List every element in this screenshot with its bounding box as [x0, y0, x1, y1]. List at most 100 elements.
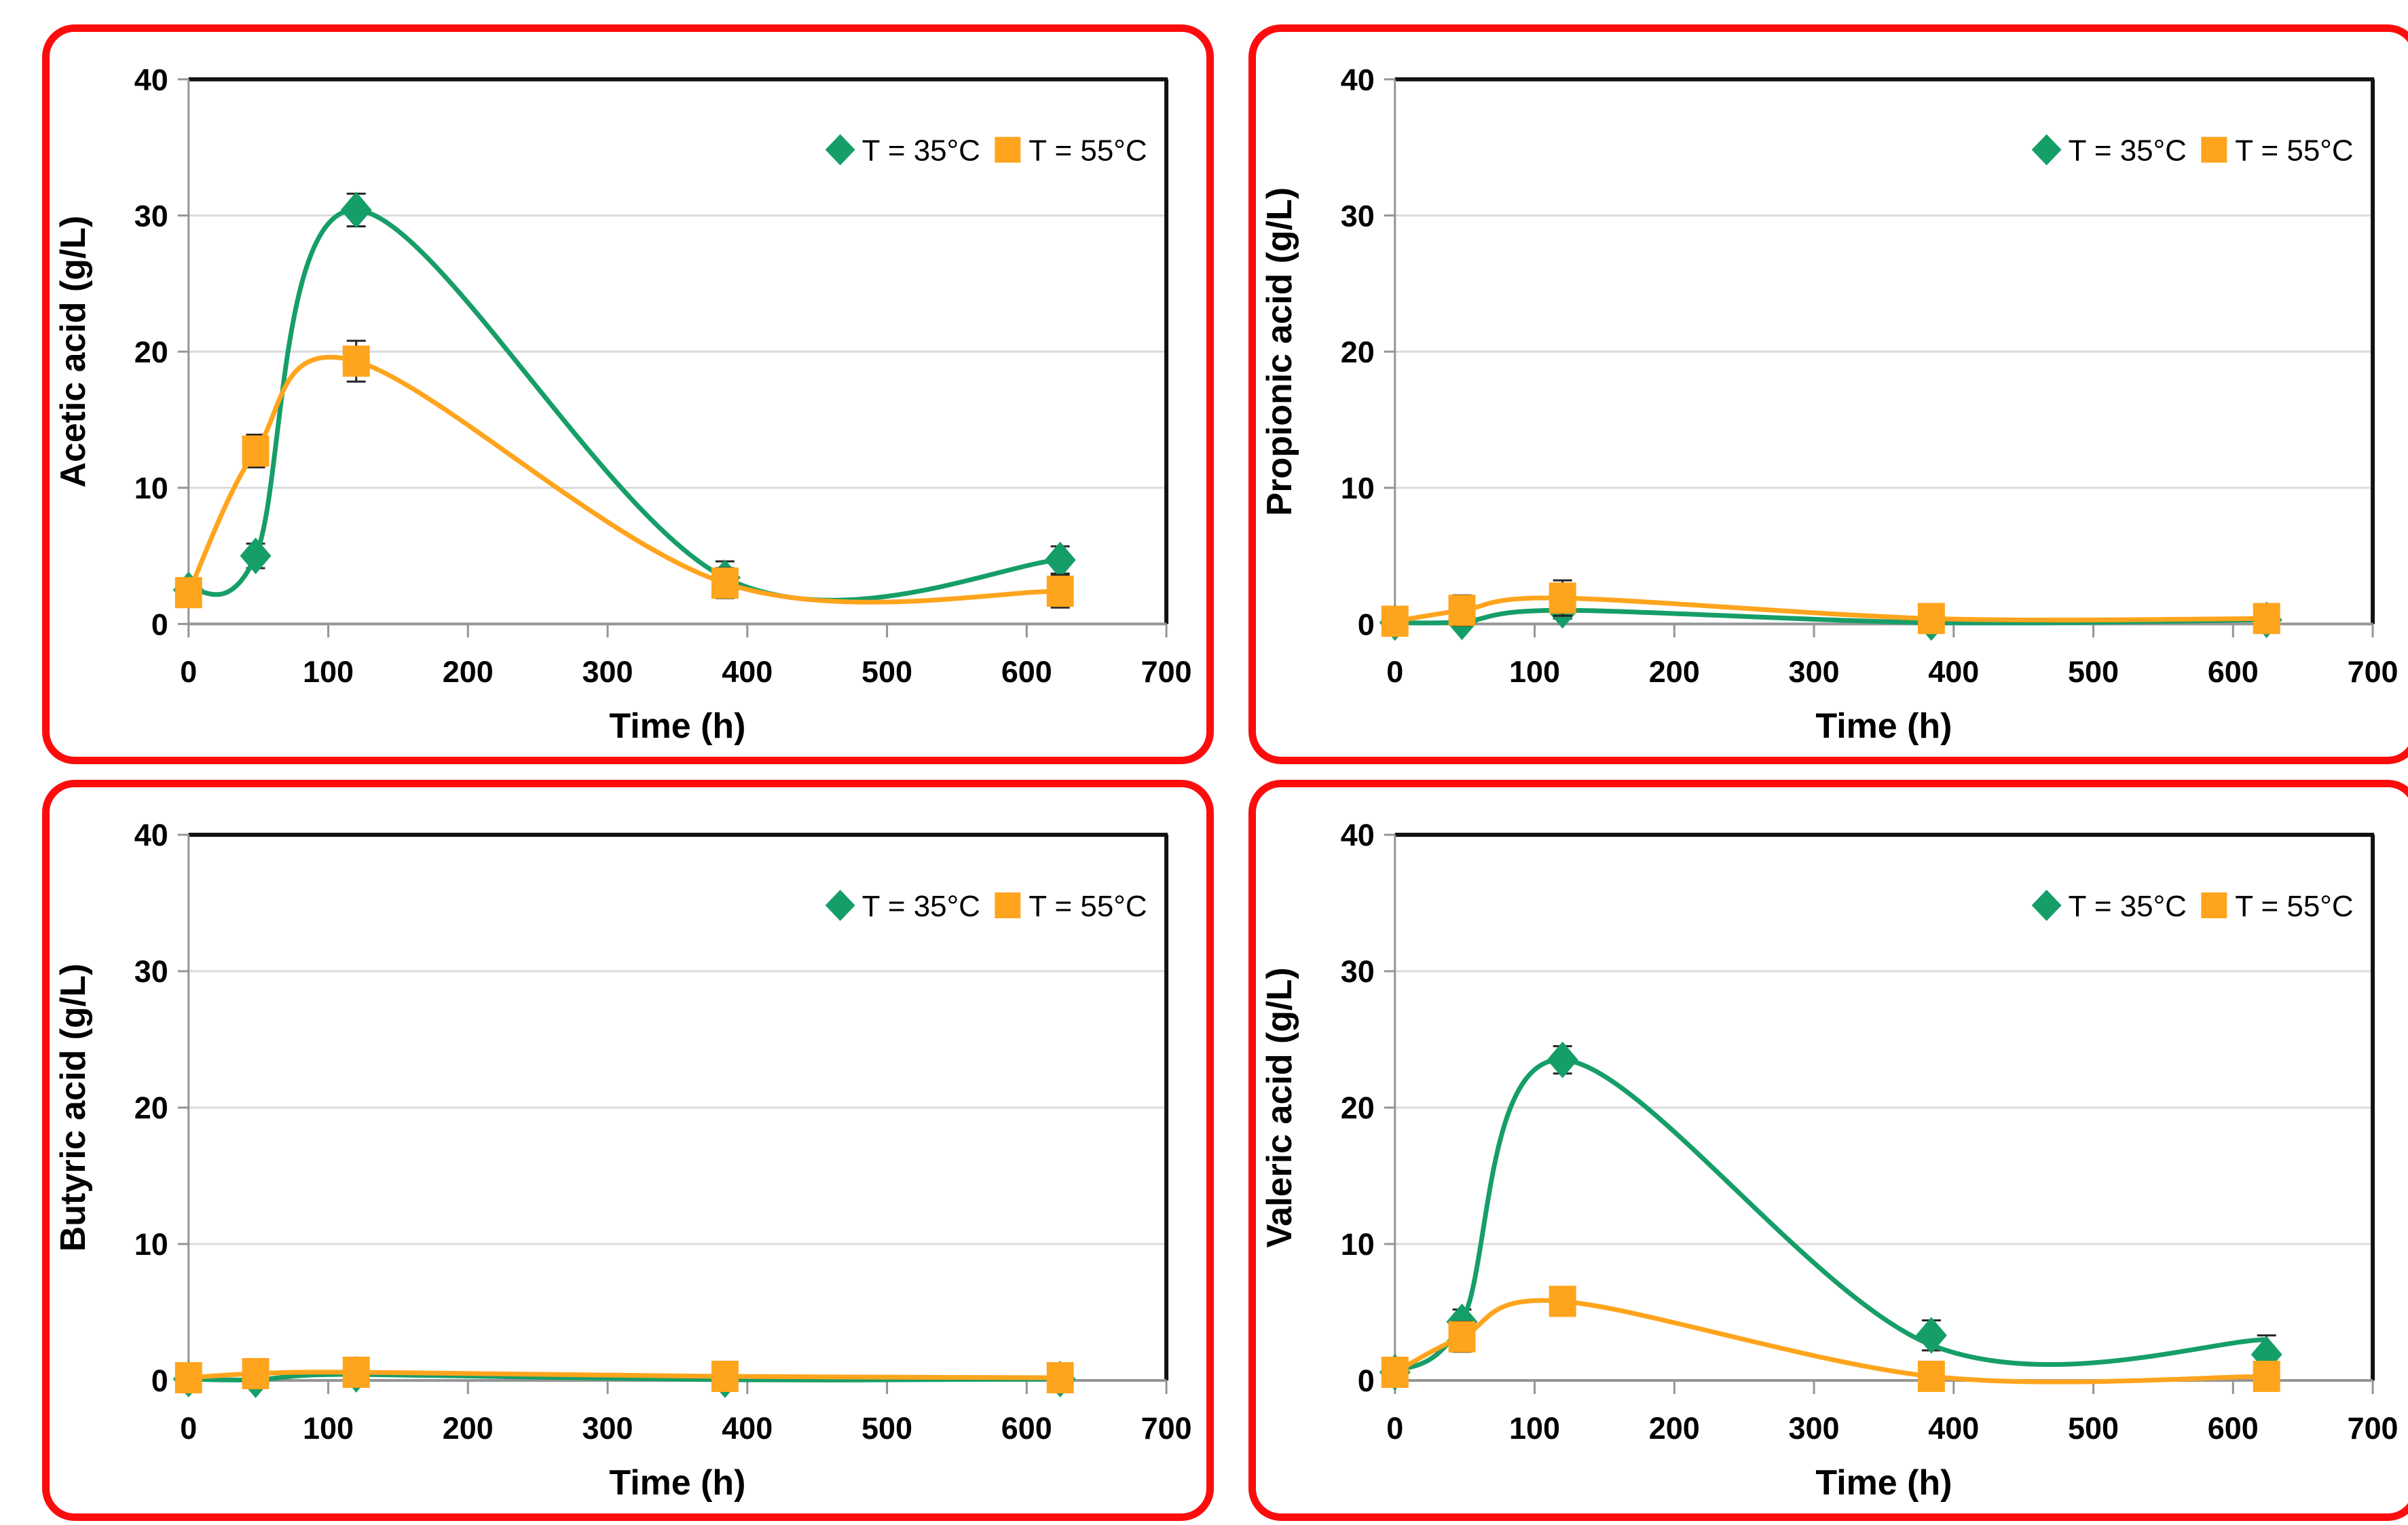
x-axis-title: Time (h): [609, 707, 745, 746]
data-point-diamond: [1044, 542, 1076, 579]
legend-label-55c: T = 55°C: [1029, 134, 1147, 168]
y-axis: 0 10 20 30 40: [134, 62, 190, 641]
series-line: [1392, 1298, 2270, 1385]
plot-frame: [1394, 77, 2375, 624]
series-markers: [1381, 1285, 2280, 1392]
y-axis: 0 10 20 30 40: [134, 818, 190, 1398]
series-t55: [1381, 1285, 2280, 1392]
legend-square-icon: [2201, 892, 2227, 918]
data-point-square: [1381, 1356, 1409, 1388]
data-point-diamond: [1546, 1041, 1578, 1078]
y-gridlines: [1394, 214, 2373, 489]
y-axis-title: Acetic acid (g/L): [54, 216, 93, 488]
panel-acetic-acid: 0 10 20 30 40 0 100 200 300 400 500 600 700 Time (h) A…: [42, 24, 1214, 764]
legend-label-55c: T = 55°C: [2235, 890, 2353, 923]
x-axis: 0 100 200 300 400 500 600 700: [1386, 1379, 2398, 1446]
data-point-square: [1549, 1285, 1576, 1317]
legend-label-35c: T = 35°C: [2069, 134, 2187, 168]
x-axis-title: Time (h): [1815, 1463, 1952, 1503]
y-tick-label: 40: [1341, 818, 1375, 852]
y-axis: 0 10 20 30 40: [1341, 62, 1396, 641]
series-t55: [174, 1356, 1074, 1393]
data-point-square: [1917, 1360, 1945, 1392]
y-axis-title: Butyric acid (g/L): [54, 964, 93, 1252]
x-tick-label: 500: [2068, 1411, 2119, 1446]
x-tick-label: 0: [1386, 1411, 1403, 1446]
plot-frame: [1394, 833, 2375, 1380]
y-tick-label: 10: [1341, 471, 1375, 506]
x-tick-label: 100: [1509, 654, 1560, 689]
legend-label-35c: T = 35°C: [862, 134, 980, 168]
x-tick-label: 0: [1386, 654, 1403, 689]
y-tick-label: 20: [134, 1091, 168, 1125]
y-tick-label: 0: [1358, 1363, 1375, 1398]
series-t55: [174, 339, 1074, 609]
legend-diamond-icon: [2031, 134, 2062, 166]
legend: T = 35°C T = 55°C: [2031, 890, 2354, 923]
data-point-diamond: [240, 538, 272, 575]
data-point-square: [174, 1361, 202, 1393]
series-t35: [1379, 1041, 2282, 1391]
x-tick-label: 100: [303, 654, 354, 689]
x-tick-label: 400: [1928, 654, 1979, 689]
x-tick-label: 0: [180, 654, 197, 689]
legend-label-55c: T = 55°C: [1029, 890, 1147, 923]
x-tick-label: 600: [1001, 654, 1052, 689]
y-gridlines: [188, 970, 1167, 1245]
plot-frame: [188, 833, 1169, 1380]
x-axis-title: Time (h): [609, 1463, 745, 1503]
panel-valeric-acid: 0 10 20 30 40 0 100 200 300 400 500 600 700 Time (h) V…: [1248, 780, 2408, 1521]
x-tick-label: 500: [862, 654, 912, 689]
y-tick-label: 40: [1341, 62, 1375, 97]
y-tick-label: 10: [1341, 1227, 1375, 1262]
x-tick-label: 700: [2348, 1411, 2398, 1446]
y-tick-label: 0: [151, 1363, 168, 1398]
y-gridlines: [188, 214, 1167, 489]
data-point-square: [342, 1356, 370, 1388]
x-tick-label: 100: [303, 1411, 354, 1446]
panel-butyric-acid: 0 10 20 30 40 0 100 200 300 400 500 600 700 Time (h) B…: [42, 780, 1214, 1521]
y-tick-label: 20: [1341, 335, 1375, 369]
legend-label-55c: T = 55°C: [2235, 134, 2353, 168]
legend-label-35c: T = 35°C: [862, 890, 980, 923]
data-point-diamond: [340, 191, 372, 229]
x-tick-label: 500: [862, 1411, 912, 1446]
x-axis: 0 100 200 300 400 500 600 700: [180, 622, 1192, 689]
y-tick-label: 20: [134, 335, 168, 369]
error-bars: [179, 339, 1070, 609]
legend: T = 35°C T = 55°C: [825, 890, 1147, 923]
data-point-square: [2253, 603, 2280, 635]
y-gridlines: [1394, 970, 2373, 1245]
x-tick-label: 700: [2348, 654, 2398, 689]
x-tick-label: 300: [582, 1411, 633, 1446]
legend-square-icon: [2201, 136, 2227, 163]
data-point-square: [1448, 595, 1476, 626]
x-tick-label: 600: [1001, 1411, 1052, 1446]
x-tick-label: 600: [2208, 1411, 2259, 1446]
y-tick-label: 10: [134, 471, 168, 506]
x-tick-label: 100: [1509, 1411, 1560, 1446]
x-tick-label: 300: [582, 654, 633, 689]
y-axis-title: Propionic acid (g/L): [1260, 187, 1299, 516]
x-tick-label: 400: [722, 654, 773, 689]
data-point-square: [1381, 605, 1409, 637]
y-axis-title: Valeric acid (g/L): [1260, 967, 1299, 1247]
y-tick-label: 20: [1341, 1091, 1375, 1125]
data-point-square: [1448, 1321, 1476, 1353]
data-point-square: [1917, 603, 1945, 635]
legend-diamond-icon: [825, 134, 855, 166]
series-markers: [172, 191, 1076, 609]
x-axis: 0 100 200 300 400 500 600 700: [180, 1379, 1192, 1446]
legend-diamond-icon: [825, 890, 855, 921]
series-line: [186, 354, 1063, 605]
x-tick-label: 200: [443, 1411, 494, 1446]
series-t35: [172, 191, 1076, 609]
x-tick-label: 300: [1789, 654, 1840, 689]
x-tick-label: 400: [1928, 1411, 1979, 1446]
data-point-square: [711, 1360, 739, 1392]
x-tick-label: 600: [2208, 654, 2259, 689]
x-tick-label: 400: [722, 1411, 773, 1446]
